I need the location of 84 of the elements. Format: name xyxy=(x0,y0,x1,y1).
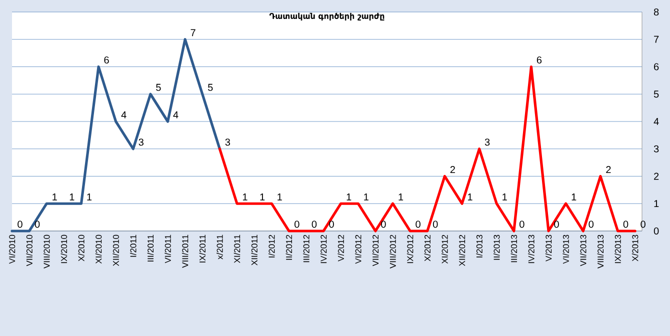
data-label: 3 xyxy=(138,138,144,146)
x-tick-label: I/2012 xyxy=(268,234,275,258)
x-tick-label: X/2010 xyxy=(78,234,84,262)
x-tick-label: I/2011 xyxy=(130,234,136,257)
x-tick-label: IX/2011 xyxy=(199,234,206,262)
x-tick-label: V/2013 xyxy=(545,234,552,262)
x-tick-label: VI/2012 xyxy=(355,234,362,264)
x-tick-label: III/2012 xyxy=(303,234,310,262)
data-label: 2 xyxy=(606,166,611,174)
data-label: 0 xyxy=(34,220,40,228)
x-tick-label: XII/2010 xyxy=(112,234,119,266)
data-label: 0 xyxy=(18,220,22,228)
data-label: 0 xyxy=(554,220,559,228)
y-tick-label: 5 xyxy=(654,90,659,98)
x-tick-label: I/2013 xyxy=(476,234,482,258)
data-label: 1 xyxy=(572,194,576,200)
data-label: 0 xyxy=(623,220,628,228)
data-label: 2 xyxy=(450,166,455,174)
x-tick-label: XI/2012 xyxy=(442,234,448,264)
x-tick-label: X/2012 xyxy=(424,234,431,262)
x-tick-label: VI/2011 xyxy=(164,234,171,264)
x-tick-label: IV/2013 xyxy=(528,234,534,264)
data-label: 7 xyxy=(190,29,196,36)
x-tick-label: II/2013 xyxy=(493,234,500,260)
data-label: 1 xyxy=(70,194,74,200)
y-tick-label: 1 xyxy=(654,200,659,208)
data-label: 1 xyxy=(87,194,92,200)
x-tick-label: XII/2011 xyxy=(251,234,258,266)
data-label: 6 xyxy=(536,56,542,64)
data-label: 1 xyxy=(242,194,248,200)
data-label: 0 xyxy=(640,220,646,228)
data-label: 5 xyxy=(156,84,161,91)
data-label: 0 xyxy=(416,220,420,228)
data-label: 0 xyxy=(588,220,594,228)
x-tick-label: VIII/2010 xyxy=(44,234,50,269)
x-tick-label: IX/2013 xyxy=(614,234,621,264)
x-tick-label: x/2011 xyxy=(216,234,223,260)
x-tick-label: X/2013 xyxy=(632,234,638,262)
x-tick-label: VII/2012 xyxy=(372,234,379,266)
data-label: 0 xyxy=(329,220,334,228)
x-tick-label: III/2013 xyxy=(510,234,518,262)
x-tick-label: IV/2012 xyxy=(320,234,327,264)
data-label: 0 xyxy=(294,220,300,228)
data-label: 5 xyxy=(208,84,213,91)
data-label: 1 xyxy=(52,194,57,200)
x-tick-label: III/2011 xyxy=(147,234,154,262)
data-label: 0 xyxy=(381,220,386,228)
data-label: 4 xyxy=(173,111,178,118)
x-tick-label: II/2012 xyxy=(286,234,292,260)
data-label: 1 xyxy=(260,194,265,200)
x-tick-label: XII/2012 xyxy=(458,234,466,266)
x-tick-label: VI/2013 xyxy=(562,234,569,264)
data-label: 4 xyxy=(121,111,126,118)
x-tick-label: XI/2011 xyxy=(234,234,240,264)
x-tick-label: VII/2010 xyxy=(26,234,32,266)
x-tick-label: V/2012 xyxy=(338,234,344,262)
chart-title: Դատական գործերի շարժը xyxy=(269,12,384,21)
data-label: 1 xyxy=(468,194,472,200)
y-tick-label: 8 xyxy=(654,8,659,16)
data-label: 1 xyxy=(398,194,404,200)
data-label: 1 xyxy=(346,194,352,200)
x-tick-label: IX/2012 xyxy=(406,234,414,264)
data-label: 1 xyxy=(502,194,507,200)
y-tick-label: 3 xyxy=(654,145,659,152)
y-tick-label: 0 xyxy=(654,227,659,235)
x-tick-label: VIII/2012 xyxy=(390,234,396,269)
y-tick-label: 6 xyxy=(654,63,659,70)
data-label: 0 xyxy=(312,220,317,228)
data-label: 3 xyxy=(225,138,230,146)
x-tick-label: XI/2010 xyxy=(95,234,102,264)
data-label: 1 xyxy=(364,194,368,200)
data-label: 1 xyxy=(278,194,282,200)
x-tick-label: VI/2010 xyxy=(8,234,16,264)
x-tick-label: IX/2010 xyxy=(60,234,68,264)
data-label: 3 xyxy=(484,138,490,146)
x-tick-label: VII/2013 xyxy=(580,234,586,266)
data-label: 0 xyxy=(432,220,438,228)
x-tick-label: VIII/2013 xyxy=(597,234,604,269)
x-tick-label: VIII/2011 xyxy=(182,234,188,268)
y-tick-label: 7 xyxy=(654,36,659,43)
y-tick-label: 2 xyxy=(654,172,659,180)
data-label: 0 xyxy=(520,220,524,228)
y-tick-label: 4 xyxy=(654,118,659,125)
data-label: 6 xyxy=(104,56,109,64)
